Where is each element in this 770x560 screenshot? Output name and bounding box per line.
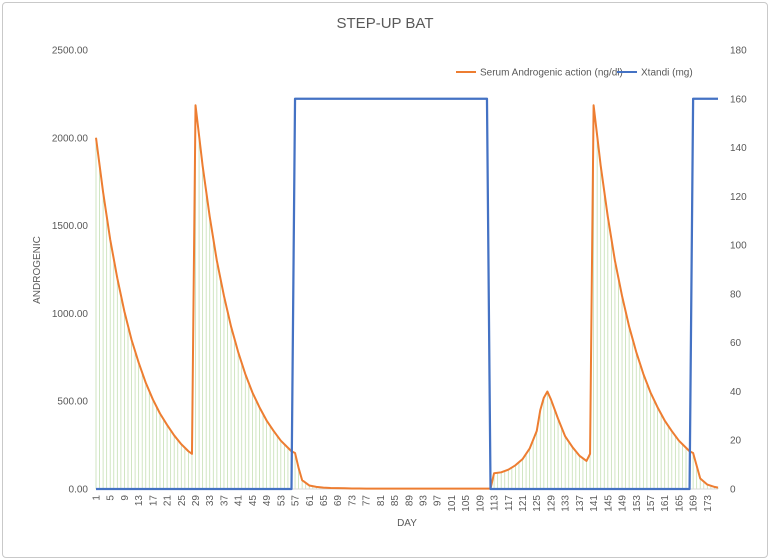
- y-tick-label: 2000.00: [52, 133, 89, 144]
- x-tick-label: 169: [689, 495, 700, 512]
- x-tick-label: 109: [475, 495, 486, 512]
- x-tick-label: 173: [703, 495, 714, 512]
- x-tick-label: 113: [490, 495, 501, 511]
- x-tick-label: 121: [518, 495, 529, 512]
- x-tick-label: 153: [632, 495, 643, 512]
- series-line-androgenic: [95, 104, 719, 490]
- x-tick-label: 157: [646, 495, 657, 512]
- legend-label: Xtandi (mg): [641, 68, 693, 79]
- y-axis-left: 0.00 500.00 1000.00 1500.00 2000.00 2500.00: [52, 46, 89, 496]
- x-tick-label: 9: [120, 495, 131, 501]
- y-tick-label: 1500.00: [52, 221, 89, 232]
- x-tick-label: 85: [390, 495, 401, 507]
- y-right-tick-label: 180: [730, 46, 747, 57]
- y-right-tick-label: 120: [730, 192, 747, 203]
- x-tick-label: 117: [504, 495, 515, 511]
- x-tick-label: 17: [148, 495, 159, 507]
- x-tick-label: 53: [276, 495, 287, 507]
- x-tick-label: 65: [319, 495, 330, 507]
- x-tick-label: 69: [333, 495, 344, 507]
- x-tick-label: 105: [461, 495, 472, 512]
- y-axis-right: 0 20 40 60 80 100 120 140 160 180: [730, 46, 747, 496]
- y-tick-label: 2500.00: [52, 46, 89, 57]
- x-tick-label: 37: [219, 495, 230, 507]
- x-tick-label: 57: [291, 495, 302, 507]
- x-tick-label: 41: [234, 495, 245, 507]
- x-tick-label: 73: [347, 495, 358, 507]
- series-line-xtandi: [96, 97, 718, 491]
- y-tick-label: 0.00: [69, 485, 89, 496]
- chart-title: STEP-UP BAT: [337, 15, 434, 32]
- x-tick-label: 145: [603, 495, 614, 512]
- y-right-tick-label: 80: [730, 289, 742, 300]
- x-tick-label: 13: [134, 495, 145, 507]
- x-tick-label: 149: [618, 495, 629, 512]
- x-axis-label: DAY: [397, 518, 417, 529]
- y-right-tick-label: 140: [730, 143, 747, 154]
- x-tick-label: 81: [376, 495, 387, 507]
- x-tick-label: 165: [674, 495, 685, 512]
- legend: Serum Androgenic action (ng/dl) Xtandi (m…: [456, 68, 693, 79]
- x-tick-label: 33: [205, 495, 216, 507]
- x-tick-label: 45: [248, 495, 259, 507]
- x-tick-label: 129: [546, 495, 557, 512]
- y-right-tick-label: 60: [730, 338, 742, 349]
- x-tick-label: 93: [418, 495, 429, 507]
- series-group: [95, 97, 719, 491]
- y-tick-label: 500.00: [57, 397, 88, 408]
- x-tick-label: 89: [404, 495, 415, 507]
- x-tick-label: 125: [532, 495, 543, 512]
- x-tick-label: 161: [660, 495, 671, 512]
- x-tick-label: 61: [305, 495, 316, 507]
- y-axis-label: ANDROGENIC: [32, 236, 43, 304]
- y-right-tick-label: 100: [730, 241, 747, 252]
- x-tick-label: 49: [262, 495, 273, 507]
- x-tick-label: 101: [447, 495, 458, 512]
- x-tick-label: 133: [561, 495, 572, 512]
- x-tick-label: 29: [191, 495, 202, 507]
- x-tick-label: 5: [106, 495, 117, 501]
- x-tick-label: 1: [92, 495, 103, 501]
- x-tick-label: 97: [433, 495, 444, 507]
- y-right-tick-label: 40: [730, 387, 742, 398]
- drop-lines: [95, 105, 719, 489]
- x-axis: 1 5 9 13 17 21 25 29 33 37 41 45 49 53 57 61 65 69 73 77 81 8…: [92, 495, 714, 512]
- x-tick-label: 137: [575, 495, 586, 512]
- y-right-tick-label: 20: [730, 436, 742, 447]
- legend-label: Serum Androgenic action (ng/dl): [480, 68, 623, 79]
- x-tick-label: 21: [163, 495, 174, 507]
- x-tick-label: 77: [362, 495, 373, 507]
- x-tick-label: 25: [177, 495, 188, 507]
- x-tick-label: 141: [589, 495, 600, 512]
- y-right-tick-label: 160: [730, 94, 747, 105]
- y-right-tick-label: 0: [730, 485, 736, 496]
- y-tick-label: 1000.00: [52, 309, 89, 320]
